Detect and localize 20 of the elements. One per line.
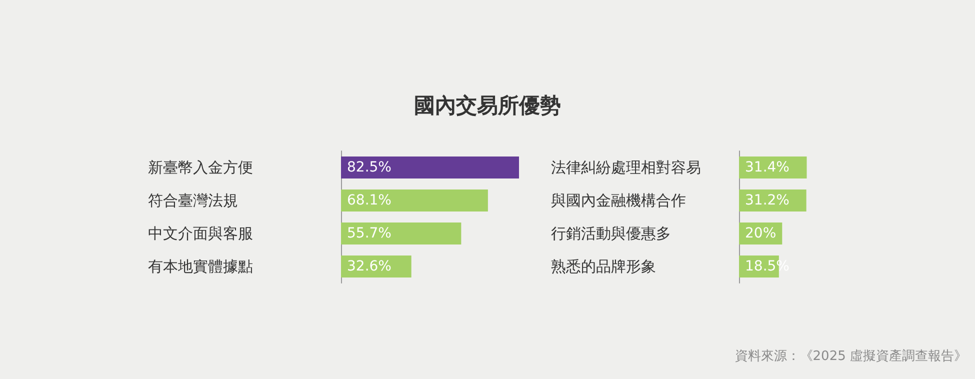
source-note: 資料來源：《2025 虛擬資產調查報告》 <box>734 349 967 364</box>
data-label: 32.6% <box>347 258 392 274</box>
data-label: 82.5% <box>347 160 392 176</box>
bar <box>341 190 488 212</box>
y-tick-label: 有本地實體據點 <box>148 258 253 276</box>
y-tick-label: 法律糾紛處理相對容易 <box>551 158 701 176</box>
y-tick-label: 中文介面與客服 <box>148 224 253 242</box>
y-tick-label: 新臺幣入金方便 <box>148 158 253 176</box>
data-label: 31.2% <box>745 192 790 208</box>
y-tick-label: 熟悉的品牌形象 <box>551 258 656 276</box>
chart-title: 國內交易所優勢 <box>414 94 561 118</box>
y-tick-label: 符合臺灣法規 <box>148 192 238 210</box>
data-label: 55.7% <box>347 226 392 242</box>
y-tick-label: 行銷活動與優惠多 <box>551 224 671 242</box>
bar <box>341 156 519 178</box>
data-label: 20% <box>745 226 776 242</box>
bar <box>341 222 462 244</box>
y-tick-label: 與國內金融機構合作 <box>551 192 686 210</box>
data-label: 31.4% <box>745 160 790 176</box>
data-label: 68.1% <box>347 192 392 208</box>
